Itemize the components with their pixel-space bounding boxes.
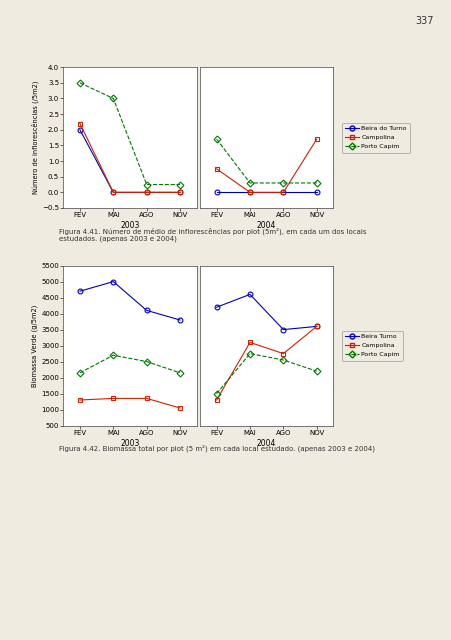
- Y-axis label: Número de inflorescências (/5m2): Número de inflorescências (/5m2): [32, 81, 39, 195]
- Y-axis label: Biomassa Verde (g/5m2): Biomassa Verde (g/5m2): [32, 305, 38, 387]
- X-axis label: 2004: 2004: [257, 221, 276, 230]
- X-axis label: 2003: 2003: [120, 221, 139, 230]
- X-axis label: 2004: 2004: [257, 438, 276, 447]
- Text: 337: 337: [414, 16, 433, 26]
- Legend: Beira Turno, Campolina, Porto Capim: Beira Turno, Campolina, Porto Capim: [341, 331, 402, 360]
- Text: Figura 4.41. Número de médio de inflorescências por plot (5m²), em cada um dos l: Figura 4.41. Número de médio de inflores…: [59, 227, 365, 242]
- Text: Figura 4.42. Biomassa total por plot (5 m²) em cada local estudado. (apenas 2003: Figura 4.42. Biomassa total por plot (5 …: [59, 445, 374, 452]
- X-axis label: 2003: 2003: [120, 438, 139, 447]
- Legend: Beira do Turno, Campolina, Porto Capim: Beira do Turno, Campolina, Porto Capim: [341, 123, 409, 152]
